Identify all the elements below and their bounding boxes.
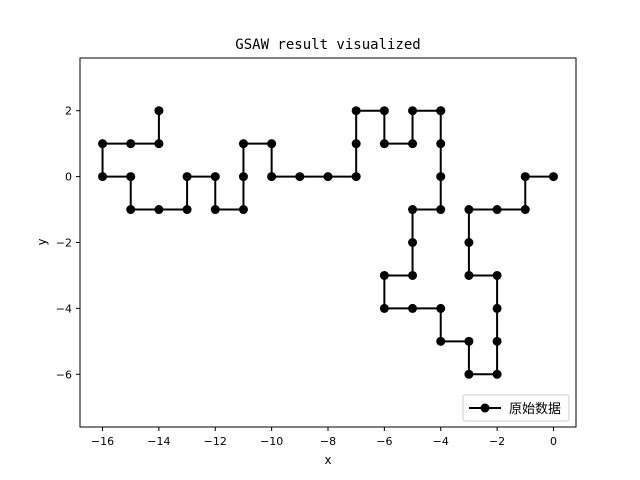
- data-point: [98, 172, 108, 182]
- y-tick-label: 0: [65, 171, 72, 184]
- data-point: [210, 172, 220, 182]
- data-point: [408, 238, 418, 247]
- data-point: [182, 172, 192, 182]
- data-point: [267, 172, 277, 182]
- data-point: [295, 172, 305, 182]
- x-tick-label: −2: [489, 435, 505, 448]
- data-point: [436, 139, 446, 149]
- data-point: [408, 303, 418, 313]
- y-axis-label: y: [35, 238, 49, 245]
- data-point: [154, 106, 164, 116]
- data-point: [351, 139, 361, 149]
- data-point: [520, 172, 530, 182]
- data-point: [182, 205, 192, 215]
- data-point: [408, 205, 418, 215]
- chart-title: GSAW result visualized: [235, 37, 420, 53]
- x-tick-label: −4: [433, 435, 449, 448]
- data-point: [154, 205, 164, 215]
- data-point: [379, 270, 389, 280]
- data-point: [408, 270, 418, 280]
- data-point: [464, 369, 474, 379]
- data-point: [464, 336, 474, 346]
- x-tick-label: −12: [204, 435, 227, 448]
- x-tick-label: −10: [260, 435, 283, 448]
- data-point: [492, 336, 502, 346]
- data-point: [520, 205, 530, 215]
- x-tick-label: −6: [376, 435, 392, 448]
- data-point: [98, 139, 108, 149]
- data-point: [492, 369, 502, 379]
- series-line: [101, 109, 554, 376]
- plot-frame: [79, 57, 577, 428]
- data-point: [379, 303, 389, 313]
- data-point: [436, 336, 446, 346]
- x-axis-label: x: [324, 453, 331, 467]
- data-point: [238, 205, 248, 215]
- data-point: [126, 139, 136, 149]
- y-tick-label: −4: [56, 302, 72, 315]
- data-point: [408, 139, 418, 149]
- x-tick-label: −16: [91, 435, 114, 448]
- data-point: [548, 172, 558, 182]
- legend: 原始数据: [462, 394, 570, 422]
- data-point: [238, 139, 248, 149]
- x-tick-label: 0: [550, 435, 557, 448]
- data-point: [267, 139, 277, 149]
- legend-marker: [480, 403, 490, 413]
- data-point: [492, 205, 502, 215]
- data-point: [154, 139, 164, 149]
- y-tick-label: 2: [65, 105, 72, 118]
- data-series: [98, 106, 558, 379]
- data-point: [238, 172, 248, 182]
- data-point: [464, 205, 474, 215]
- data-point: [464, 270, 474, 280]
- data-point: [126, 172, 136, 182]
- data-point: [436, 205, 446, 215]
- data-point: [210, 205, 220, 215]
- legend-box: [462, 394, 570, 422]
- data-point: [351, 106, 361, 116]
- data-point: [436, 303, 446, 313]
- data-point: [492, 270, 502, 280]
- y-tick-label: −2: [56, 237, 72, 250]
- legend-label: 原始数据: [509, 402, 561, 417]
- y-tick-label: −6: [56, 368, 72, 381]
- data-point: [126, 205, 136, 215]
- data-point: [436, 172, 446, 182]
- data-point: [464, 238, 474, 247]
- x-tick-label: −8: [320, 435, 336, 448]
- data-point: [323, 172, 333, 182]
- data-point: [351, 172, 361, 182]
- data-point: [408, 106, 418, 116]
- x-tick-label: −14: [147, 435, 170, 448]
- axis-ticks: −16 −14 −12 −10 −8 −6 −4 −2 0 −6 −4 −2 0 2: [56, 105, 557, 448]
- data-point: [379, 139, 389, 149]
- data-point: [492, 303, 502, 313]
- data-point: [436, 106, 446, 116]
- data-point: [379, 106, 389, 116]
